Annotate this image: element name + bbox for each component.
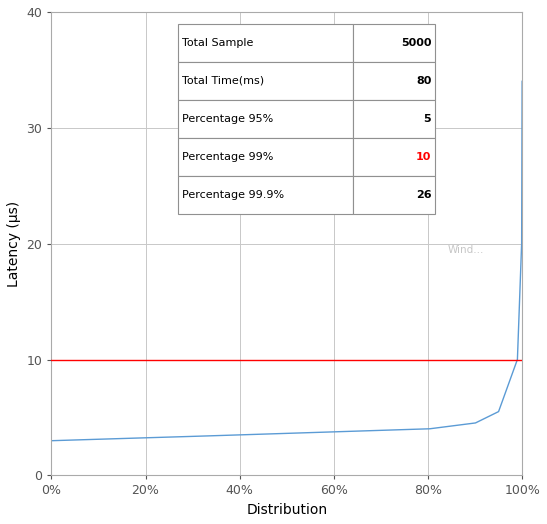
Bar — [353, 138, 435, 176]
Text: Total Sample: Total Sample — [182, 38, 254, 48]
Text: Wind...: Wind... — [448, 245, 485, 255]
Bar — [353, 100, 435, 138]
Bar — [178, 100, 353, 138]
Bar — [353, 61, 435, 100]
Text: Percentage 99.9%: Percentage 99.9% — [182, 190, 284, 200]
Text: 26: 26 — [416, 190, 431, 200]
Bar — [178, 176, 353, 214]
Text: 80: 80 — [416, 75, 431, 85]
Text: Percentage 99%: Percentage 99% — [182, 151, 274, 161]
Bar — [178, 61, 353, 100]
Text: 5: 5 — [423, 114, 431, 124]
Bar — [178, 24, 353, 61]
Text: 10: 10 — [416, 151, 431, 161]
Bar — [353, 176, 435, 214]
Y-axis label: Latency (μs): Latency (μs) — [7, 201, 21, 287]
Bar — [178, 138, 353, 176]
Bar — [353, 24, 435, 61]
X-axis label: Distribution: Distribution — [246, 503, 327, 517]
Text: Percentage 95%: Percentage 95% — [182, 114, 274, 124]
Text: 5000: 5000 — [401, 38, 431, 48]
Text: Total Time(ms): Total Time(ms) — [182, 75, 264, 85]
